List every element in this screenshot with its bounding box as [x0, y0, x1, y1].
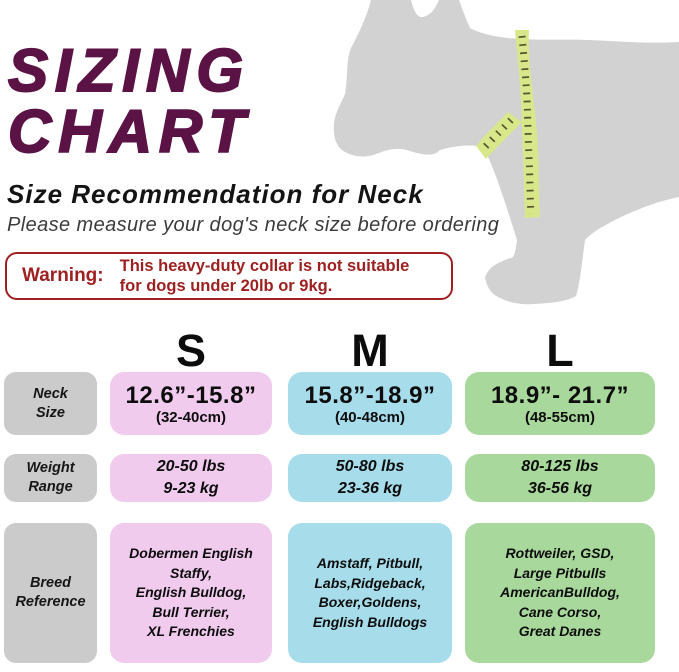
warning-box: Warning: This heavy-duty collar is not s…	[5, 252, 453, 300]
neck-size-l-cm: (48-55cm)	[524, 408, 596, 426]
cell-breed-reference-s: Dobermen English Staffy, English Bulldog…	[110, 523, 272, 663]
warning-message: This heavy-duty collar is not suitable f…	[119, 257, 410, 295]
neck-size-s-inches: 12.6”-15.8”	[125, 381, 257, 409]
measure-note: Please measure your dog's neck size befo…	[7, 214, 500, 236]
dog-silhouette	[333, 0, 679, 305]
column-header-m: M	[351, 325, 389, 376]
cell-weight-range-l: 80-125 lbs 36-56 kg	[465, 454, 655, 502]
row-label-weight-range: Weight Range	[4, 454, 97, 502]
tape-main-strip	[515, 30, 540, 218]
cell-neck-size-l: 18.9”- 21.7” (48-55cm)	[465, 372, 655, 435]
warning-label: Warning:	[22, 265, 104, 286]
page-title: SIZING CHART	[7, 37, 252, 165]
neck-size-m-inches: 15.8”-18.9”	[304, 381, 436, 409]
cell-neck-size-s: 12.6”-15.8” (32-40cm)	[110, 372, 272, 435]
row-label-neck-size: Neck Size	[4, 372, 97, 435]
neck-size-l-inches: 18.9”- 21.7”	[490, 381, 630, 409]
neck-size-m-cm: (40-48cm)	[334, 408, 406, 426]
row-label-breed-reference: Breed Reference	[4, 523, 97, 663]
column-header-s: S	[175, 325, 206, 376]
cell-breed-reference-m: Amstaff, Pitbull, Labs,Ridgeback, Boxer,…	[288, 523, 452, 663]
cell-weight-range-m: 50-80 lbs 23-36 kg	[288, 454, 452, 502]
cell-weight-range-s: 20-50 lbs 9-23 kg	[110, 454, 272, 502]
cell-breed-reference-l: Rottweiler, GSD, Large Pitbulls American…	[465, 523, 655, 663]
dog-illustration	[330, 0, 679, 335]
column-header-l: L	[546, 325, 574, 376]
dog-with-measuring-tape-icon	[333, 0, 679, 305]
measuring-tape-icon	[476, 30, 540, 218]
neck-size-s-cm: (32-40cm)	[155, 408, 227, 426]
cell-neck-size-m: 15.8”-18.9” (40-48cm)	[288, 372, 452, 435]
subtitle: Size Recommendation for Neck	[7, 179, 424, 209]
